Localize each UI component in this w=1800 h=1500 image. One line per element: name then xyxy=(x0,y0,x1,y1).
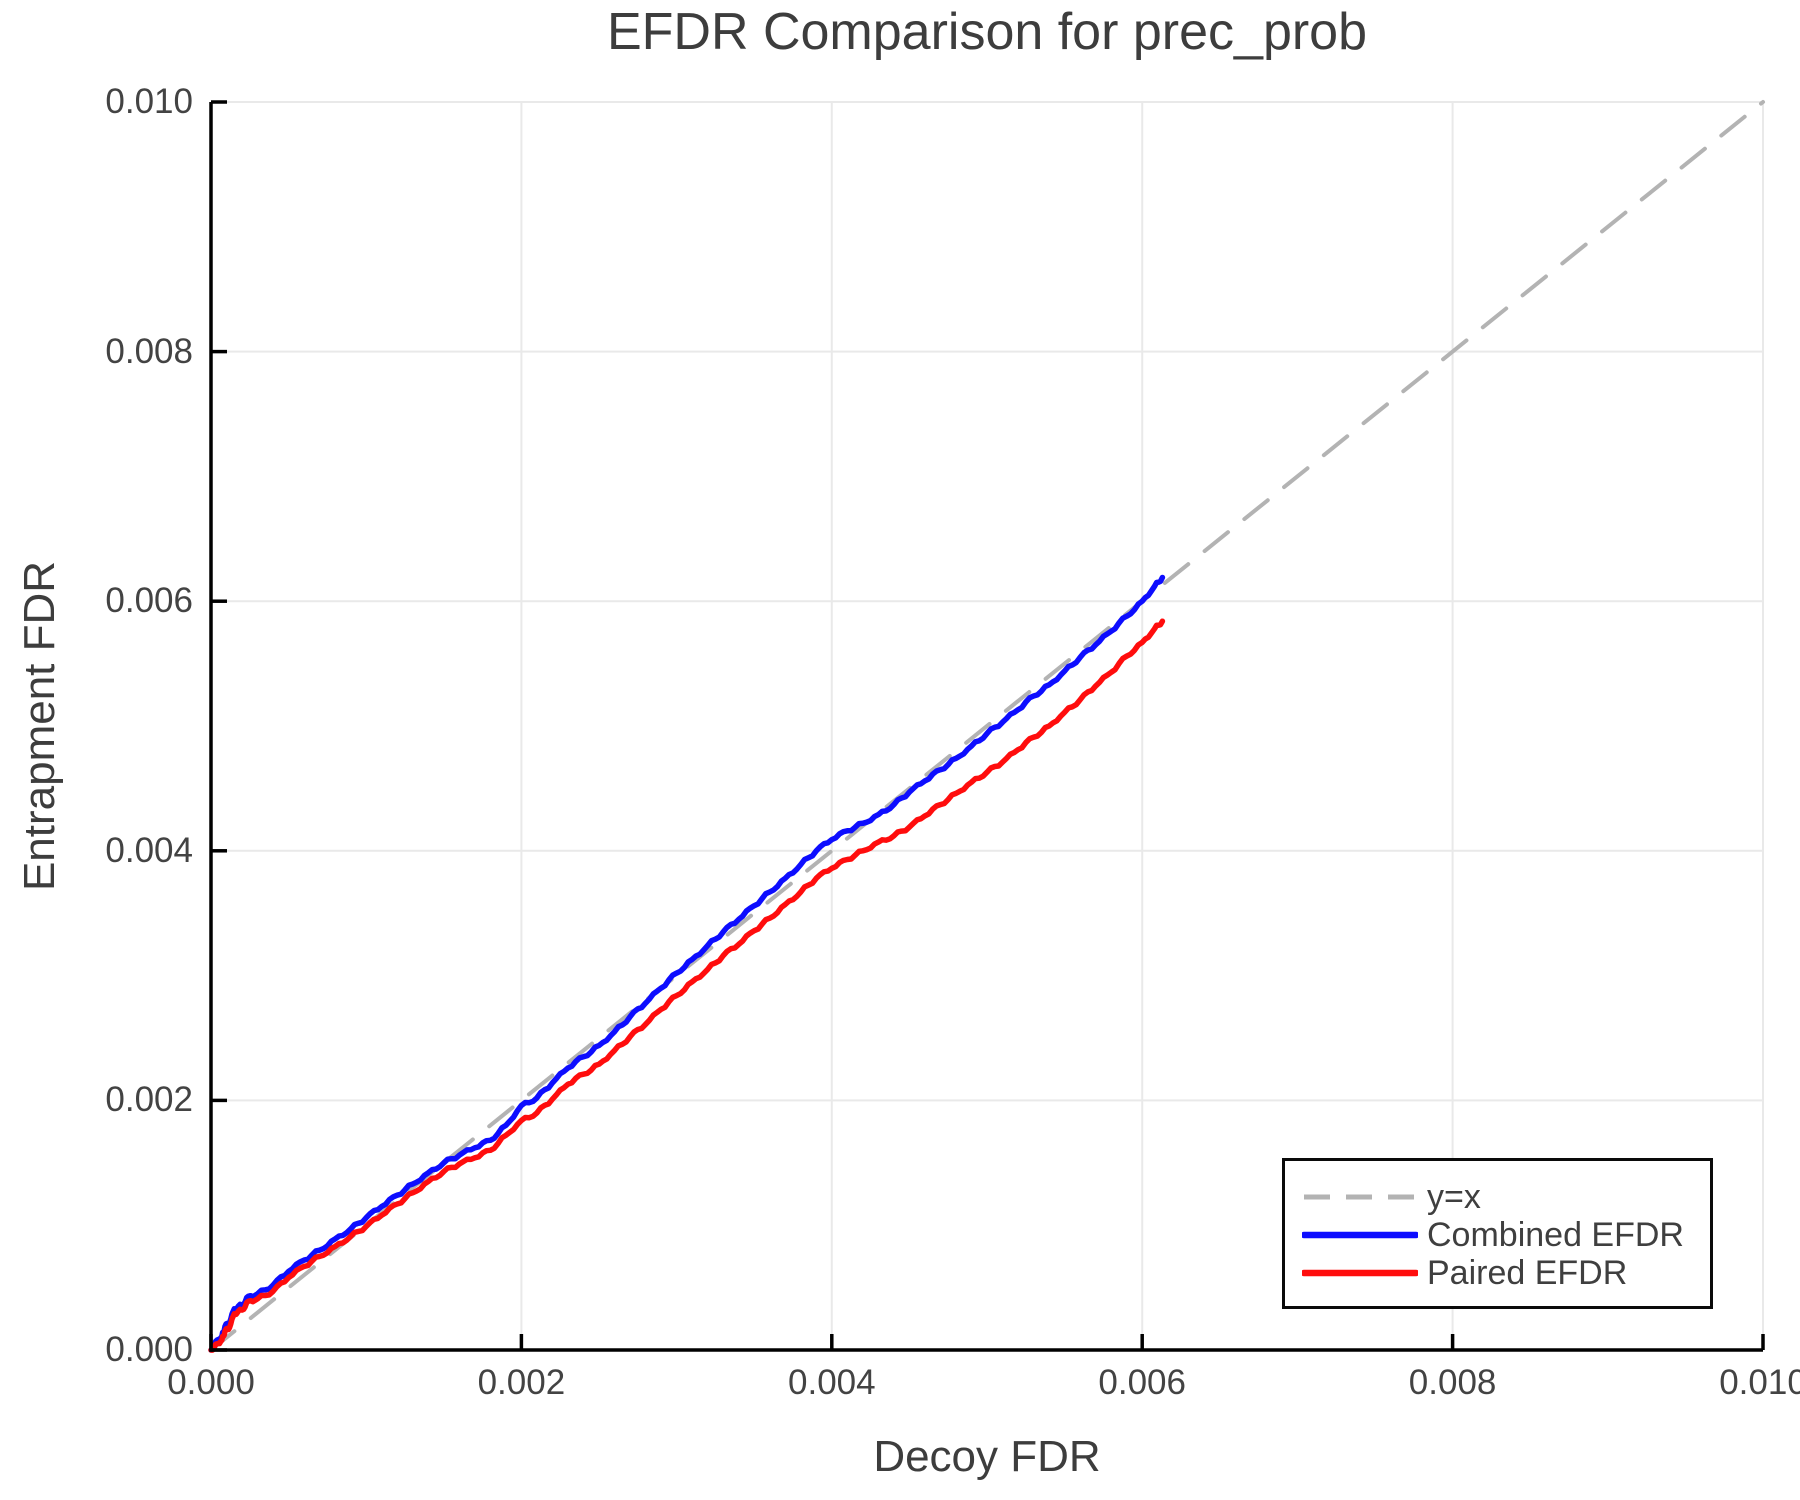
y-tick-label: 0.002 xyxy=(105,1080,193,1120)
y-tick-label: 0.004 xyxy=(105,830,193,870)
x-tick-label: 0.008 xyxy=(1408,1363,1497,1402)
x-tick-label: 0.004 xyxy=(788,1363,876,1402)
y-tick-label: 0.008 xyxy=(105,331,193,371)
x-tick-label: 0.010 xyxy=(1719,1363,1800,1402)
y-tick-label: 0.000 xyxy=(105,1330,193,1369)
legend: y=x Combined EFDR Paired EFDR xyxy=(1282,1158,1713,1309)
legend-label: y=x xyxy=(1427,1178,1481,1216)
legend-label: Paired EFDR xyxy=(1427,1254,1628,1292)
series-y-x xyxy=(209,100,1765,1352)
chart-title: EFDR Comparison for prec_prob xyxy=(606,3,1368,61)
y-tick-label: 0.010 xyxy=(105,82,193,121)
legend-entry-combined-efdr: Combined EFDR xyxy=(1302,1216,1710,1254)
red-line-icon xyxy=(1302,1269,1418,1277)
legend-entry-identity: y=x xyxy=(1302,1178,1710,1216)
x-tick-label: 0.002 xyxy=(477,1363,566,1402)
blue-line-icon xyxy=(1302,1231,1418,1239)
legend-label: Combined EFDR xyxy=(1427,1216,1684,1254)
y-tick-label: 0.006 xyxy=(105,581,193,621)
x-tick-label: 0.006 xyxy=(1098,1363,1186,1402)
x-axis-label: Decoy FDR xyxy=(873,1432,1101,1481)
series-paired-efdr xyxy=(208,618,1166,1353)
series-combined-efdr xyxy=(208,574,1166,1353)
legend-entry-paired-efdr: Paired EFDR xyxy=(1302,1254,1710,1292)
x-tick-label: 0.000 xyxy=(167,1363,255,1402)
y-axis-label: Entrapment FDR xyxy=(15,560,64,892)
dashed-line-icon xyxy=(1304,1194,1416,1200)
